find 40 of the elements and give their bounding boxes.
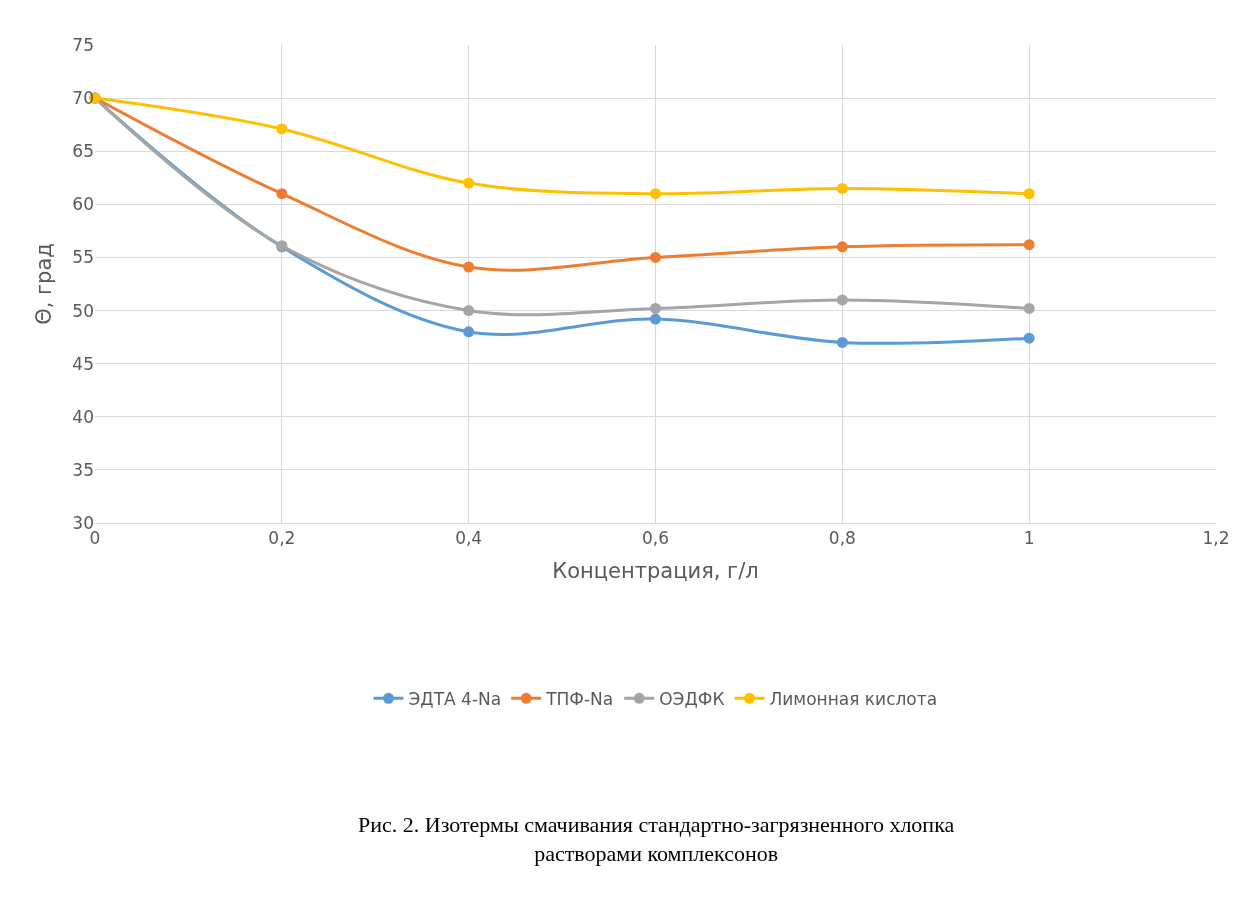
- point: [1023, 302, 1035, 314]
- x-tick-label: 1: [1023, 528, 1035, 549]
- point: [463, 261, 475, 273]
- point: [1023, 239, 1035, 251]
- point: [836, 336, 848, 348]
- point: [463, 305, 475, 317]
- legend-label: ТПФ-Na: [545, 688, 614, 709]
- point: [650, 302, 661, 314]
- y-tick-label: 55: [72, 247, 94, 268]
- x-tick-label: 0,8: [828, 528, 856, 549]
- point: [650, 251, 661, 263]
- point: [276, 188, 288, 200]
- y-tick-label: 50: [72, 300, 94, 321]
- point: [836, 182, 848, 194]
- y-tick-label: 35: [72, 459, 94, 480]
- point: [836, 294, 848, 306]
- legend-label: ЭДТА 4-Na: [408, 688, 502, 709]
- point: [463, 177, 475, 189]
- point: [1023, 332, 1035, 344]
- point: [276, 123, 288, 135]
- y-tick-label: 45: [72, 353, 94, 374]
- y-tick-label: 40: [72, 406, 94, 427]
- x-axis-title: Концентрация, г/л: [552, 558, 759, 583]
- y-tick-label: 75: [72, 34, 94, 55]
- point: [650, 188, 661, 200]
- x-tick-label: 0,4: [455, 528, 483, 549]
- y-axis-title: Θ, град: [31, 243, 56, 325]
- x-tick-label: 0,6: [641, 528, 670, 549]
- point: [463, 326, 475, 338]
- legend-label: Лимонная кислота: [769, 688, 938, 709]
- x-tick-label: 1,2: [1202, 528, 1230, 549]
- x-tick-label: 0,2: [268, 528, 296, 549]
- text: Рис. 2. Изотермы смачивания стандартно-загрязненного хлопка растворами комплексонов: [358, 812, 955, 866]
- point: [650, 313, 661, 325]
- x-tick-label: 0: [89, 528, 101, 549]
- y-tick-label: 60: [72, 194, 94, 215]
- point: [1023, 188, 1035, 200]
- legend-label: ОЭДФК: [659, 688, 725, 709]
- y-tick-label: 65: [72, 141, 94, 162]
- point: [836, 241, 848, 253]
